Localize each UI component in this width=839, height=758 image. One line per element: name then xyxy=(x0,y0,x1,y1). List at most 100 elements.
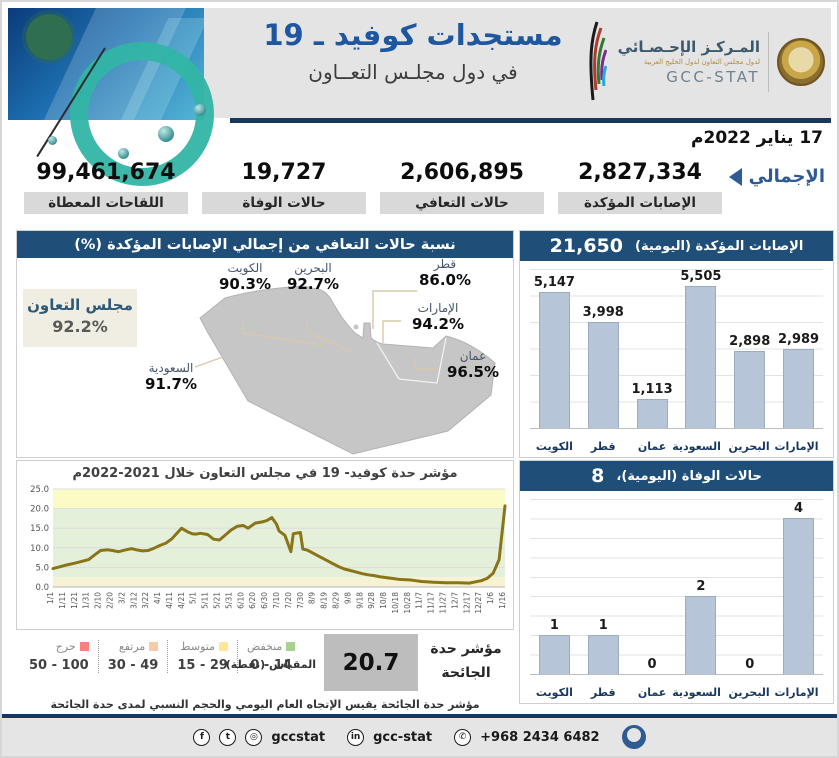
daily-deaths-total: 8 xyxy=(591,465,605,487)
scale-item-1: متوسط 15 - 29 xyxy=(167,640,237,673)
bar-value-label: 1,113 xyxy=(631,382,673,397)
molecule-dot-icon xyxy=(118,148,129,159)
gcc-average-box: مجلس التعاون 92.2% xyxy=(23,289,137,347)
svg-text:8/19: 8/19 xyxy=(320,592,329,609)
bar-value-label: 2,989 xyxy=(777,332,820,347)
scale-item-name: متوسط xyxy=(180,640,215,653)
bar-2 xyxy=(636,399,668,428)
bar-category-label: البحرين xyxy=(728,440,770,453)
bar-value-label: 5,147 xyxy=(533,275,575,290)
bar-5 xyxy=(783,518,815,674)
org-name-english: GCC-STAT xyxy=(666,68,760,86)
facebook-icon[interactable]: f xyxy=(193,728,211,746)
bar-5 xyxy=(783,349,815,428)
bar-category-label: الإمارات xyxy=(774,440,819,453)
footer-rule xyxy=(2,714,837,718)
map-label-4: عمان 96.5% xyxy=(435,349,511,381)
molecule-dot-icon xyxy=(194,104,206,116)
severity-index-panel: مؤشر حدة كوفيد- 19 في مجلس التعاون خلال … xyxy=(16,460,514,630)
svg-text:1/16: 1/16 xyxy=(498,592,507,609)
country-name: السعودية xyxy=(148,361,194,375)
bar-value-label: 1 xyxy=(549,618,559,633)
daily-deaths-panel: حالات الوفاة (اليومية)، 8 1 1 0 2 0 4 الكويت ق… xyxy=(519,460,834,704)
svg-text:4/21: 4/21 xyxy=(177,592,186,609)
svg-text:10.0: 10.0 xyxy=(30,544,49,554)
svg-text:7/30: 7/30 xyxy=(296,592,305,609)
bar-category-label: الكويت xyxy=(535,440,573,453)
totals-label: الإجمالي xyxy=(748,166,825,187)
instagram-icon[interactable]: ◎ xyxy=(245,728,263,746)
map-label-2: قطر 86.0% xyxy=(407,257,483,289)
total-stat-label: حالات الوفاة xyxy=(202,192,366,214)
scale-item-name: منخفض xyxy=(246,640,283,653)
svg-text:1/31: 1/31 xyxy=(82,592,91,609)
phone-number[interactable]: +968 2434 6482 xyxy=(480,729,600,745)
daily-deaths-header: حالات الوفاة (اليومية)، 8 xyxy=(520,461,833,491)
website-handle[interactable]: gcc-stat xyxy=(373,729,433,745)
bar-column-1: 3,998 xyxy=(583,269,624,428)
molecule-dot-icon xyxy=(48,136,57,145)
whatsapp-icon[interactable]: ✆ xyxy=(454,728,472,746)
map-label-1: البحرين 92.7% xyxy=(275,261,351,293)
severity-label-line2: الجائحة xyxy=(441,664,491,681)
daily-cases-total: 21,650 xyxy=(549,235,623,257)
total-stat-0: 2,827,334 الإصابات المؤكدة xyxy=(551,160,729,214)
bar-category-label: قطر xyxy=(590,686,616,699)
bar-0 xyxy=(538,292,570,428)
page-title: مستجدات كوفيد ـ 19 في دول مجلـس التعــاو… xyxy=(248,18,578,84)
daily-cases-panel: الإصابات المؤكدة (اليومية) 21,650 5,147 3… xyxy=(519,230,834,458)
bar-3 xyxy=(685,286,717,428)
covid-vaccine-photo xyxy=(8,8,214,186)
svg-text:9/18: 9/18 xyxy=(355,592,364,609)
bar-column-5: 2,989 xyxy=(777,269,820,428)
daily-cases-plot: 5,147 3,998 1,113 5,505 2,898 2,989 xyxy=(530,269,823,429)
svg-text:4/1: 4/1 xyxy=(153,592,162,604)
header-divider-rule xyxy=(230,118,831,123)
svg-text:5/11: 5/11 xyxy=(201,592,210,609)
bar-value-label: 4 xyxy=(794,501,804,516)
svg-text:20.0: 20.0 xyxy=(30,505,49,515)
bar-1 xyxy=(587,322,619,428)
virus-molecule-icon xyxy=(26,14,72,60)
svg-text:7/10: 7/10 xyxy=(272,592,281,609)
svg-text:12/17: 12/17 xyxy=(462,592,471,614)
logo-divider xyxy=(768,32,769,92)
svg-text:6/30: 6/30 xyxy=(260,592,269,609)
twitter-icon[interactable]: t xyxy=(219,728,237,746)
linkedin-icon[interactable]: in xyxy=(347,728,365,746)
bar-category-label: الإمارات xyxy=(774,686,819,699)
title-covid-updates: مستجدات كوفيد ـ 19 xyxy=(263,18,563,52)
totals-label-block: الإجمالي xyxy=(728,160,825,187)
bar-value-label: 5,505 xyxy=(680,269,722,284)
svg-text:2/10: 2/10 xyxy=(94,592,103,609)
total-stat-label: اللقاحات المعطاة xyxy=(24,192,188,214)
svg-text:11/27: 11/27 xyxy=(439,592,448,614)
scale-item-range: 30 - 49 xyxy=(107,658,159,673)
map-label-3: الإمارات 94.2% xyxy=(400,301,476,333)
country-name: الكويت xyxy=(227,261,263,275)
svg-text:2/20: 2/20 xyxy=(105,592,114,609)
total-stat-value: 99,461,674 xyxy=(36,160,176,185)
title-gcc-countries: في دول مجلـس التعــاون xyxy=(308,60,518,84)
scale-item-top: مرتفع xyxy=(108,640,159,653)
bar-column-2: 0 xyxy=(632,499,672,674)
svg-text:9/8: 9/8 xyxy=(343,592,352,604)
total-stat-label: حالات التعافي xyxy=(380,192,544,214)
gcc-average-label: مجلس التعاون xyxy=(27,296,133,314)
svg-text:15.0: 15.0 xyxy=(30,524,49,534)
social-handle[interactable]: gccstat xyxy=(271,729,326,745)
svg-text:6/10: 6/10 xyxy=(236,592,245,609)
bar-category-label: عمان xyxy=(637,686,667,699)
svg-text:5/31: 5/31 xyxy=(224,592,233,609)
scale-color-swatch xyxy=(218,642,228,651)
svg-text:9/28: 9/28 xyxy=(367,592,376,609)
bar-1 xyxy=(587,635,619,674)
totals-row: الإجمالي 2,827,334 الإصابات المؤكدة 2,606,… xyxy=(14,160,825,226)
report-date: 17 يناير 2022م xyxy=(691,128,823,148)
svg-text:4/11: 4/11 xyxy=(165,592,174,609)
severity-legend-strip: مؤشر حدة الجائحة 20.7 المقياس (نقطة) منخ… xyxy=(16,634,514,694)
bar-4 xyxy=(734,351,766,428)
svg-text:3/22: 3/22 xyxy=(141,592,150,609)
severity-index-label: مؤشر حدة الجائحة xyxy=(424,638,508,686)
svg-text:5/21: 5/21 xyxy=(213,592,222,609)
